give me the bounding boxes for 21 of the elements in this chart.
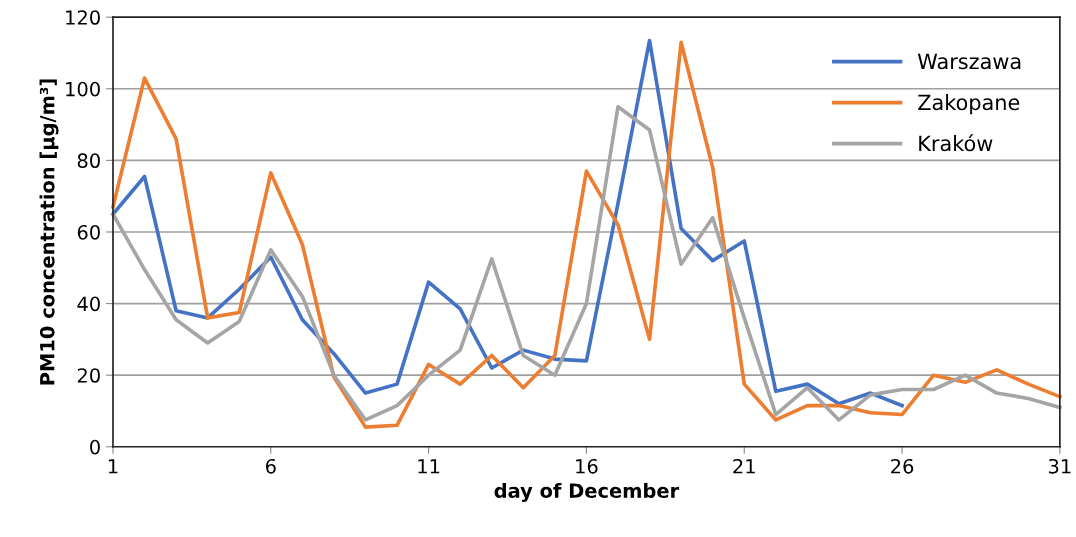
x-tick-label: 26 <box>891 458 914 474</box>
y-tick-label: 40 <box>77 296 100 312</box>
x-tick-label: 31 <box>1048 458 1071 474</box>
y-tick-label: 80 <box>77 153 100 169</box>
y-tick-label: 0 <box>90 439 100 455</box>
line-series <box>111 38 904 408</box>
y-tick-label: 100 <box>66 81 100 97</box>
y-tick-label: 120 <box>66 10 100 25</box>
x-tick-label: 21 <box>733 458 755 474</box>
line-series <box>111 40 1062 429</box>
legend-label: Kraków <box>919 134 993 152</box>
x-tick-label: 1 <box>108 459 118 474</box>
legend-label: Warszawa <box>917 53 1021 70</box>
x-tick-label: 11 <box>418 459 440 474</box>
x-tick-label: 6 <box>265 458 276 474</box>
x-axis-title: day of December <box>494 482 680 502</box>
x-tick-label: 16 <box>576 458 598 474</box>
y-axis-title: PM10 concentration [µg/m³] <box>39 79 59 385</box>
y-tick-label: 60 <box>77 224 100 240</box>
legend-label: Zakopane <box>918 94 1020 115</box>
y-tick-label: 20 <box>77 368 100 383</box>
